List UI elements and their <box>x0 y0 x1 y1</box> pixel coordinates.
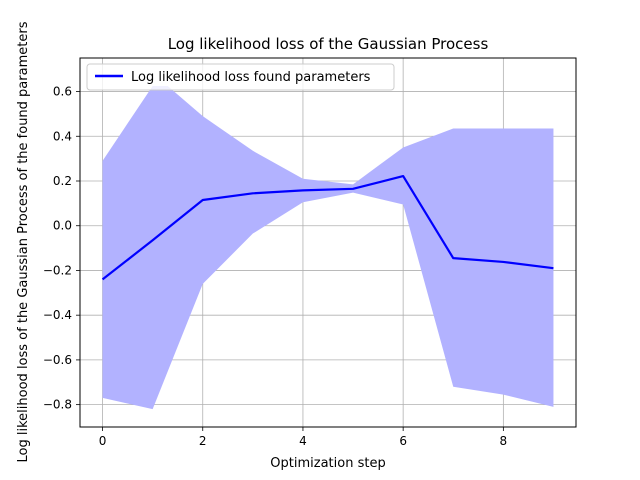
y-axis-label: Log likelihood loss of the Gaussian Proc… <box>16 21 31 462</box>
x-tick-label: 0 <box>99 434 107 448</box>
legend-box <box>86 63 395 91</box>
chart-title: Log likelihood loss of the Gaussian Proc… <box>168 35 489 53</box>
x-tick-label: 2 <box>199 434 207 448</box>
confidence-band-layer <box>102 85 554 410</box>
legend: Log likelihood loss found parameters <box>86 63 395 91</box>
x-tick-label: 6 <box>399 434 407 448</box>
y-tick-label: 0.2 <box>53 174 72 188</box>
y-tick-label: 0.0 <box>53 219 72 233</box>
x-axis-ticks: 0 2 4 6 8 <box>99 427 507 448</box>
x-tick-label: 4 <box>299 434 307 448</box>
series-line <box>101 174 554 281</box>
legend-entry-label: Log likelihood loss found parameters <box>131 70 371 85</box>
confidence-band <box>102 85 554 410</box>
y-tick-label: −0.4 <box>43 308 72 322</box>
x-axis-label: Optimization step <box>270 456 385 471</box>
series-layer <box>101 174 554 281</box>
y-tick-label: −0.8 <box>43 398 72 412</box>
y-axis-ticks: −0.8 −0.6 −0.4 −0.2 0.0 0.2 0.4 0.6 <box>43 85 80 412</box>
y-tick-label: 0.4 <box>53 129 72 143</box>
x-tick-label: 8 <box>500 434 508 448</box>
y-tick-label: −0.2 <box>43 263 72 277</box>
plot-frame <box>79 57 577 428</box>
y-tick-label: −0.6 <box>43 353 72 367</box>
y-tick-label: 0.6 <box>53 85 72 99</box>
